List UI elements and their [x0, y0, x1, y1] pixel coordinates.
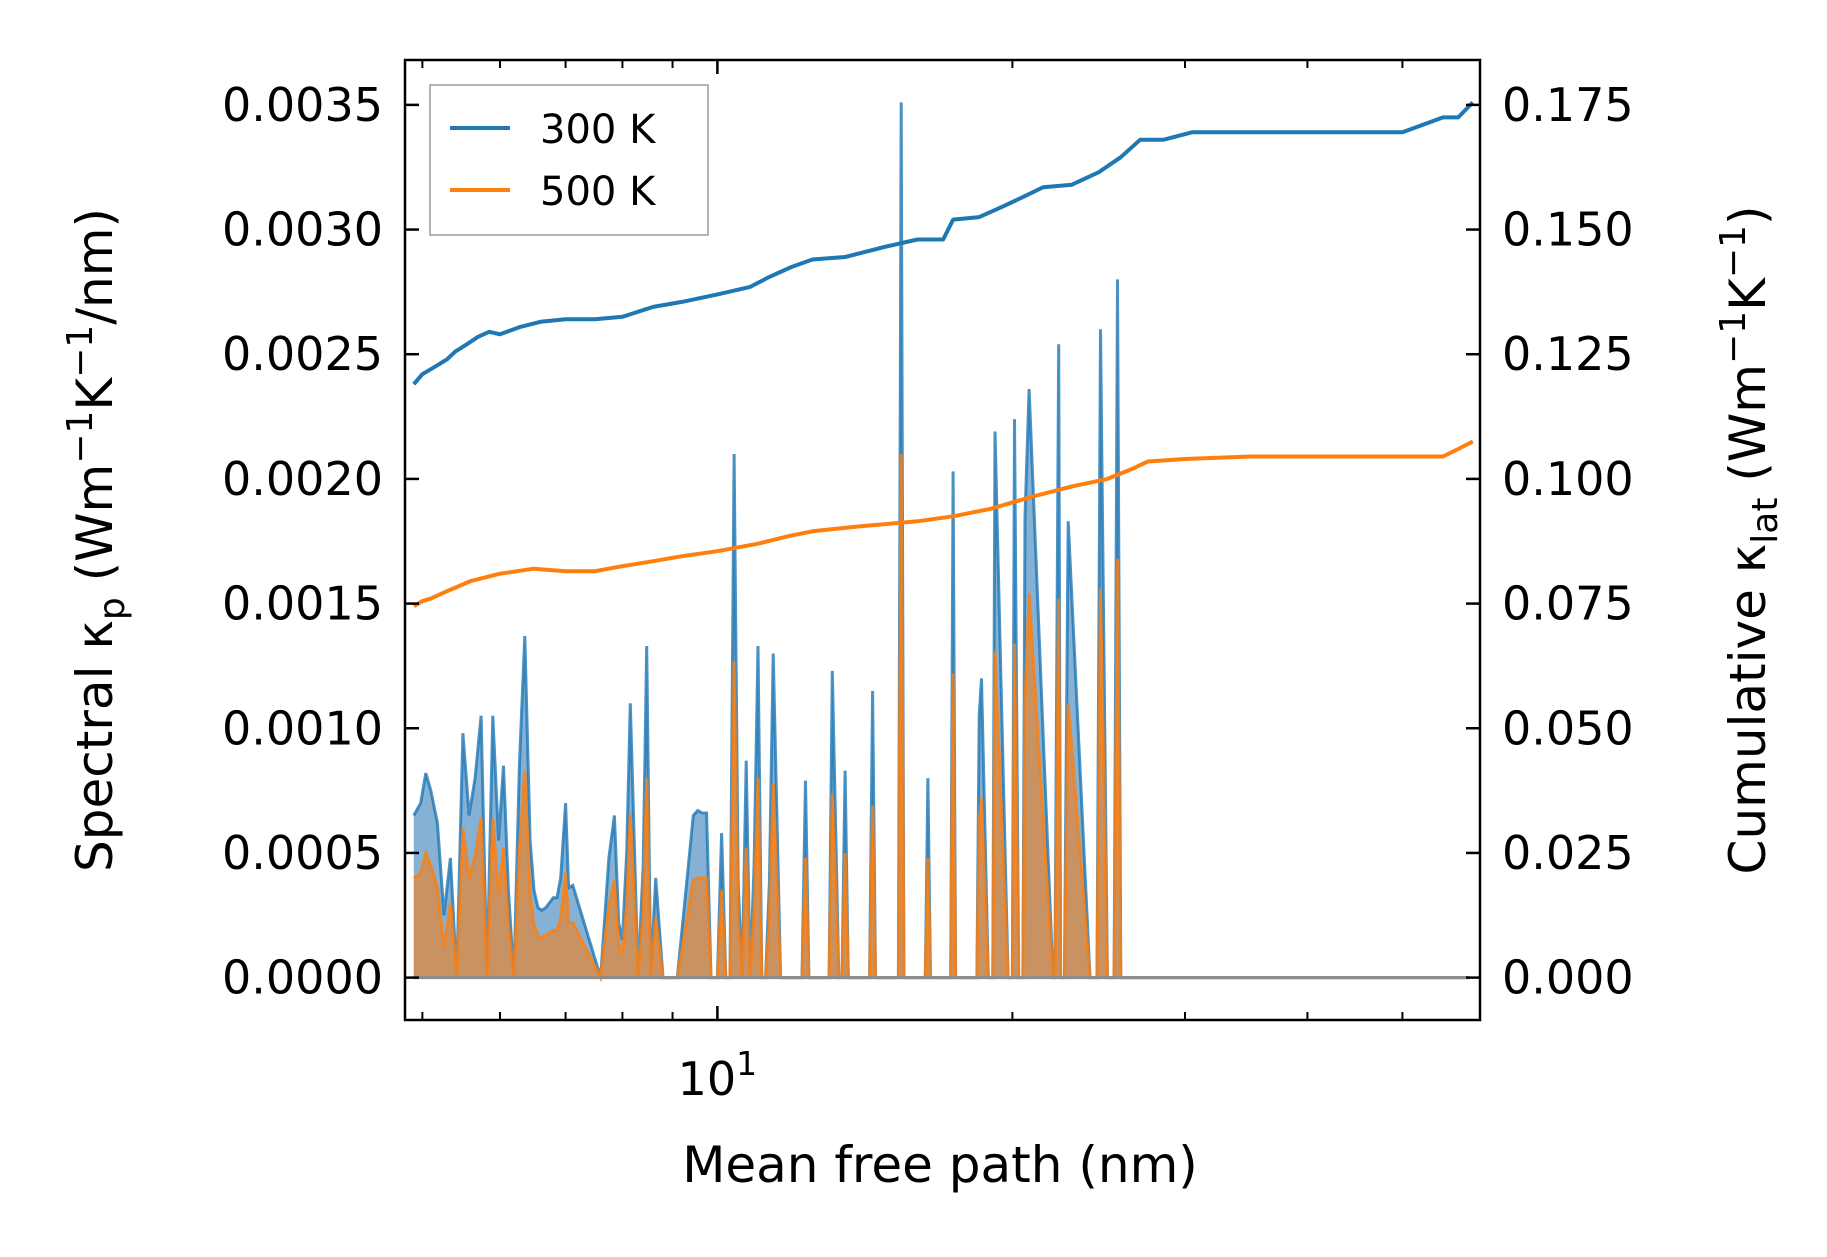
- y-tick-label-left: 0.0020: [222, 452, 383, 506]
- y-tick-label-right: 0.150: [1502, 203, 1634, 257]
- y-tick-label-right: 0.175: [1502, 78, 1634, 132]
- y-tick-label-right: 0.125: [1502, 327, 1634, 381]
- y-axis-label-left: Spectral κp (Wm−1K−1/nm): [60, 208, 133, 872]
- x-tick-label: 101: [678, 1044, 758, 1106]
- legend-box: [429, 84, 709, 236]
- x-axis-label: Mean free path (nm): [682, 1136, 1198, 1194]
- y-tick-label-right: 0.050: [1502, 701, 1634, 755]
- y-axis-label-right: Cumulative κlat (Wm−1K−1): [1713, 206, 1786, 875]
- y-tick-label-left: 0.0000: [222, 951, 383, 1005]
- cumulative-line-500k: [412, 439, 1474, 608]
- y-tick-label-right: 0.100: [1502, 452, 1634, 506]
- legend-label-300k: 300 K: [540, 107, 657, 153]
- y-tick-label-right: 0.025: [1502, 826, 1634, 880]
- legend-label-500k: 500 K: [540, 169, 657, 215]
- y-tick-label-left: 0.0035: [222, 78, 383, 132]
- y-tick-label-right: 0.075: [1502, 577, 1634, 631]
- y-tick-label-left: 0.0005: [222, 826, 383, 880]
- spectral-fill-500k: [413, 454, 1470, 978]
- y-tick-label-left: 0.0025: [222, 327, 383, 381]
- cumulative-line-300k: [412, 101, 1475, 386]
- legend: 300 K 500 K: [429, 84, 709, 236]
- y-tick-label-left: 0.0015: [222, 577, 383, 631]
- plot-frame: [403, 58, 1482, 1022]
- y-tick-label-right: 0.000: [1502, 951, 1634, 1005]
- y-tick-label-left: 0.0030: [222, 203, 383, 257]
- y-tick-label-left: 0.0010: [222, 701, 383, 755]
